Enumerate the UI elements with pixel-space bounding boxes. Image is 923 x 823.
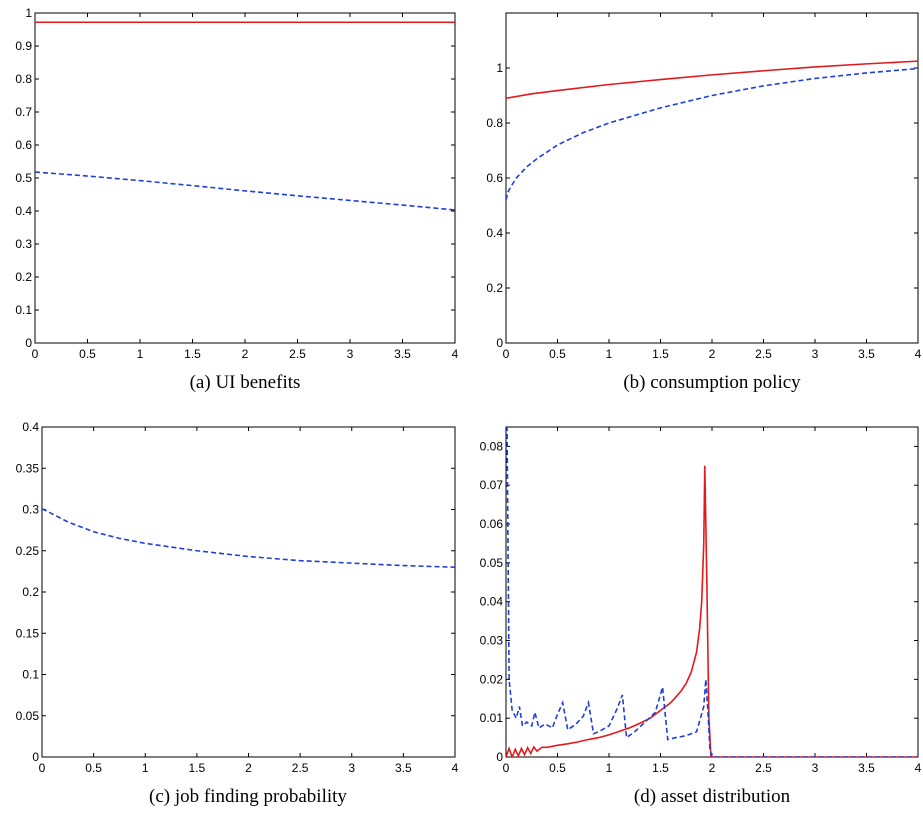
axes-box	[41, 426, 456, 758]
panel-consumption-policy: 0 0.5 1 1.5 2 2.5 3 3.5 4 0 0.2 0.4 0.6 0.8 1 (b) consu…	[486, 12, 922, 393]
axes-box	[34, 12, 456, 344]
x-tick-label: 1	[137, 347, 144, 361]
x-tick-label: 1	[142, 761, 149, 775]
y-tick-label: 0.05	[16, 709, 40, 723]
x-tick-label: 3.5	[395, 761, 412, 775]
panel-caption: (d) asset distribution	[634, 786, 791, 807]
x-tick-label: 3	[348, 761, 355, 775]
y-tick-label: 1	[25, 6, 32, 20]
x-tick-label: 3.5	[394, 347, 411, 361]
x-tick-label: 0.5	[549, 347, 566, 361]
x-tick-label: 2.5	[289, 347, 306, 361]
y-tick-label: 0.3	[22, 503, 39, 517]
y-tick-label: 0.4	[15, 204, 32, 218]
x-tick-label: 2.5	[755, 347, 772, 361]
y-tick-label: 0.15	[16, 626, 40, 640]
y-tick-label: 0.7	[15, 105, 32, 119]
axes-box	[505, 426, 919, 758]
y-tick-label: 0.04	[480, 595, 504, 609]
series-line-dashed	[42, 507, 455, 569]
y-tick-label: 0.2	[22, 585, 39, 599]
y-tick-label: 0	[496, 336, 503, 350]
y-tick-label: 0.35	[16, 461, 40, 475]
x-tick-label: 2.5	[292, 761, 309, 775]
panel-caption: (c) job finding probability	[149, 786, 347, 807]
x-tick-label: 0	[503, 347, 510, 361]
x-tick-label: 1.5	[189, 761, 206, 775]
panel-job-finding-probability: 0 0.5 1 1.5 2 2.5 3 3.5 4 0 0.05 0.1 0.15 0.2 0.25 0.3 0…	[16, 420, 459, 807]
y-tick-label: 0.1	[22, 668, 39, 682]
y-tick-label: 0.9	[15, 39, 32, 53]
y-tick-label: 0.8	[486, 116, 503, 130]
x-tick-label: 0	[503, 761, 510, 775]
series-line-solid	[506, 60, 918, 100]
x-tick-label: 4	[915, 347, 922, 361]
x-tick-label: 3	[812, 761, 819, 775]
series-line-dashed	[506, 67, 918, 201]
y-tick-label: 0.25	[16, 544, 40, 558]
y-tick-label: 0.2	[486, 281, 503, 295]
series-line-solid	[506, 465, 918, 757]
x-tick-label: 0.5	[85, 761, 102, 775]
x-tick-label: 2.5	[755, 761, 772, 775]
y-tick-label: 0.07	[480, 478, 504, 492]
y-tick-label: 0.05	[480, 556, 504, 570]
y-tick-label: 0.02	[480, 672, 504, 686]
x-tick-label: 2	[242, 347, 249, 361]
y-tick-label: 0.06	[480, 517, 504, 531]
y-tick-label: 0.08	[480, 439, 504, 453]
x-tick-label: 3.5	[858, 761, 875, 775]
x-tick-label: 1.5	[652, 761, 669, 775]
y-tick-label: 0	[25, 336, 32, 350]
panel-caption: (b) consumption policy	[623, 372, 801, 393]
series-line-dashed	[506, 427, 918, 757]
panel-asset-distribution: 0 0.5 1 1.5 2 2.5 3 3.5 4 0 0.01 0.02 0.03 0.04 0.05 0.…	[480, 426, 922, 807]
x-tick-label: 1.5	[652, 347, 669, 361]
y-tick-label: 0.01	[480, 711, 504, 725]
x-tick-label: 3	[812, 347, 819, 361]
x-tick-label: 1	[606, 761, 613, 775]
y-tick-label: 0	[32, 750, 39, 764]
y-tick-label: 0.4	[22, 420, 39, 434]
y-tick-label: 0.03	[480, 634, 504, 648]
y-tick-label: 0.3	[15, 237, 32, 251]
axes-box	[505, 12, 919, 344]
y-tick-label: 0.1	[15, 303, 32, 317]
x-tick-label: 0.5	[79, 347, 96, 361]
x-tick-label: 1.5	[184, 347, 201, 361]
x-tick-label: 0	[32, 347, 39, 361]
x-tick-label: 1	[606, 347, 613, 361]
y-tick-label: 0.4	[486, 226, 503, 240]
y-tick-label: 0.6	[486, 171, 503, 185]
series-line-dashed	[35, 171, 455, 211]
x-tick-label: 4	[452, 761, 459, 775]
x-tick-label: 4	[452, 347, 459, 361]
panel-caption: (a) UI benefits	[190, 372, 301, 393]
x-tick-label: 2	[709, 347, 716, 361]
x-tick-label: 2	[245, 761, 252, 775]
y-tick-label: 0	[496, 750, 503, 764]
y-tick-label: 0.6	[15, 138, 32, 152]
x-tick-label: 0	[39, 761, 46, 775]
y-tick-label: 1	[496, 61, 503, 75]
y-tick-label: 0.5	[15, 171, 32, 185]
y-tick-label: 0.8	[15, 72, 32, 86]
x-tick-label: 3.5	[858, 347, 875, 361]
x-tick-label: 3	[347, 347, 354, 361]
y-tick-label: 0.2	[15, 270, 32, 284]
x-tick-label: 4	[915, 761, 922, 775]
panel-ui-benefits: 0 0.5 1 1.5 2 2.5 3 3.5 4 0 0.1 0.2 0.3 0.4 0.5 0.6 0.7 0…	[15, 6, 458, 393]
x-tick-label: 0.5	[549, 761, 566, 775]
x-tick-label: 2	[709, 761, 716, 775]
